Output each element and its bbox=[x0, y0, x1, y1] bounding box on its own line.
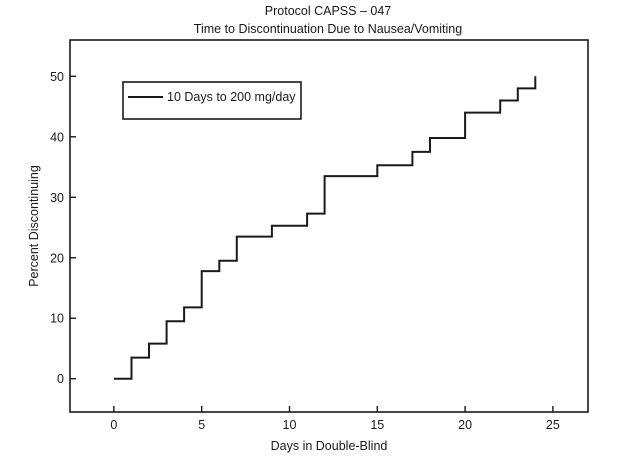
y-tick-label: 20 bbox=[50, 251, 64, 265]
series-line-0 bbox=[113, 76, 537, 380]
y-tick-label: 30 bbox=[50, 191, 64, 205]
x-tick-label: 0 bbox=[110, 418, 117, 432]
y-tick-label: 0 bbox=[57, 372, 64, 386]
legend-box bbox=[122, 81, 302, 120]
x-tick-label: 15 bbox=[370, 418, 384, 432]
legend: 10 Days to 200 mg/day bbox=[122, 81, 302, 120]
y-tick-label: 40 bbox=[50, 130, 64, 144]
legend-label: 10 Days to 200 mg/day bbox=[167, 90, 296, 104]
x-axis-label: Days in Double-Blind bbox=[271, 439, 388, 453]
y-axis-label: Percent Discontinuing bbox=[27, 165, 41, 287]
x-tick-label: 10 bbox=[283, 418, 297, 432]
y-tick-label: 50 bbox=[50, 70, 64, 84]
series-layer bbox=[113, 76, 537, 380]
chart-subtitle: Time to Discontinuation Due to Nausea/Vo… bbox=[194, 22, 462, 36]
x-axis-ticks: 0 5 10 15 20 25 bbox=[110, 406, 560, 432]
x-tick-label: 5 bbox=[198, 418, 205, 432]
plot-frame bbox=[69, 39, 589, 413]
y-axis-ticks: 0 10 20 30 40 50 bbox=[50, 70, 76, 386]
x-tick-label: 25 bbox=[546, 418, 560, 432]
x-tick-label: 20 bbox=[458, 418, 472, 432]
y-tick-label: 10 bbox=[50, 312, 64, 326]
chart-title: Protocol CAPSS – 047 bbox=[265, 4, 392, 18]
